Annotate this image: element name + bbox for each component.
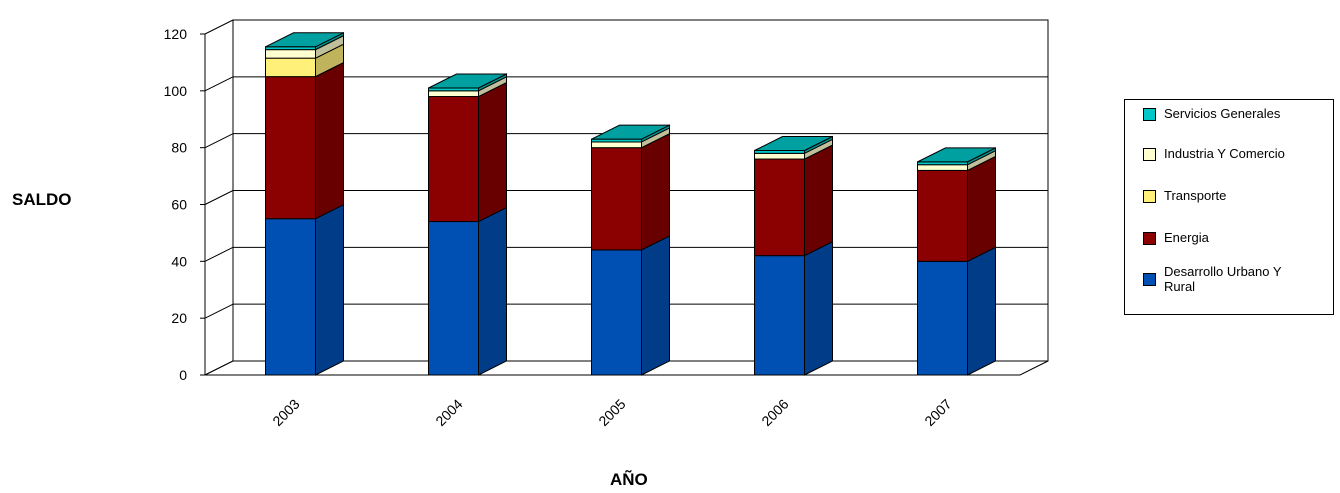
y-axis-title: SALDO (12, 190, 72, 209)
bar-segment (591, 147, 642, 251)
gridline-side (204, 246, 234, 262)
bar-segment (754, 152, 805, 160)
bar-segment (428, 90, 479, 98)
bar-segment (591, 141, 642, 149)
bar-segment-side (804, 240, 833, 376)
y-tick-label: 40 (171, 253, 187, 269)
bar-segment-side (967, 155, 996, 263)
bar-segment (917, 260, 968, 376)
bar-top (428, 73, 507, 89)
gridline-side (204, 76, 234, 92)
legend-item-servicios: Servicios Generales (1143, 106, 1334, 121)
y-tick-label: 80 (171, 140, 187, 156)
legend-item-energia: Energia (1143, 230, 1334, 245)
bar-segment (754, 255, 805, 376)
bar-segment (754, 158, 805, 257)
y-tick-label: 20 (171, 310, 187, 326)
bar-segment-side (478, 206, 507, 376)
bar-segment (265, 76, 316, 220)
bar-segment (265, 218, 316, 376)
legend-label: Energia (1164, 230, 1209, 245)
bar-segment-side (315, 203, 344, 376)
x-tick-label: 2005 (595, 396, 628, 429)
bar-segment-side (315, 61, 344, 220)
legend-item-desarrollo: Desarrollo Urbano Y Rural (1143, 264, 1294, 294)
bar-top (591, 124, 670, 140)
bar-segment (917, 164, 968, 171)
bar-segment-side (478, 81, 507, 223)
legend-label: Desarrollo Urbano Y Rural (1164, 264, 1282, 294)
legend-swatch (1143, 232, 1156, 245)
y-tick-label: 100 (164, 83, 188, 99)
legend-item-transporte: Transporte (1143, 188, 1334, 203)
bar-segment (428, 96, 479, 223)
x-tick-label: 2007 (921, 396, 954, 429)
gridline-side (204, 133, 234, 149)
bar-segment (265, 49, 316, 59)
legend-label: Industria Y Comercio (1164, 146, 1285, 161)
bar-segment (917, 169, 968, 262)
bar-segment-side (967, 246, 996, 376)
bar-top (265, 32, 344, 48)
bar-segment (591, 249, 642, 376)
legend-swatch (1143, 148, 1156, 161)
legend-label: Servicios Generales (1164, 106, 1281, 121)
gridline-side (204, 190, 234, 205)
bar-segment-side (804, 144, 833, 257)
legend-swatch (1143, 108, 1156, 121)
bar-segment (428, 221, 479, 376)
bar-top (754, 136, 833, 152)
y-tick-label: 120 (164, 26, 188, 42)
legend-item-industria: Industria Y Comercio (1143, 146, 1334, 161)
y-tick-label: 0 (179, 367, 187, 383)
y-tick-label: 60 (171, 197, 187, 213)
legend-swatch (1143, 190, 1156, 203)
x-axis-title: AÑO (610, 470, 648, 489)
bar-segment-side (641, 235, 670, 376)
legend-label: Transporte (1164, 188, 1227, 203)
legend: Servicios Generales Industria Y Comercio… (1124, 99, 1334, 315)
bar-top (917, 147, 996, 163)
legend-swatch (1143, 273, 1156, 286)
gridline-side (204, 19, 234, 35)
x-tick-label: 2003 (269, 396, 302, 429)
bar-segment (265, 57, 316, 78)
x-tick-label: 2006 (758, 396, 791, 429)
bar-segment-side (641, 132, 670, 251)
gridline-side (204, 303, 234, 319)
x-tick-label: 2004 (432, 396, 465, 429)
